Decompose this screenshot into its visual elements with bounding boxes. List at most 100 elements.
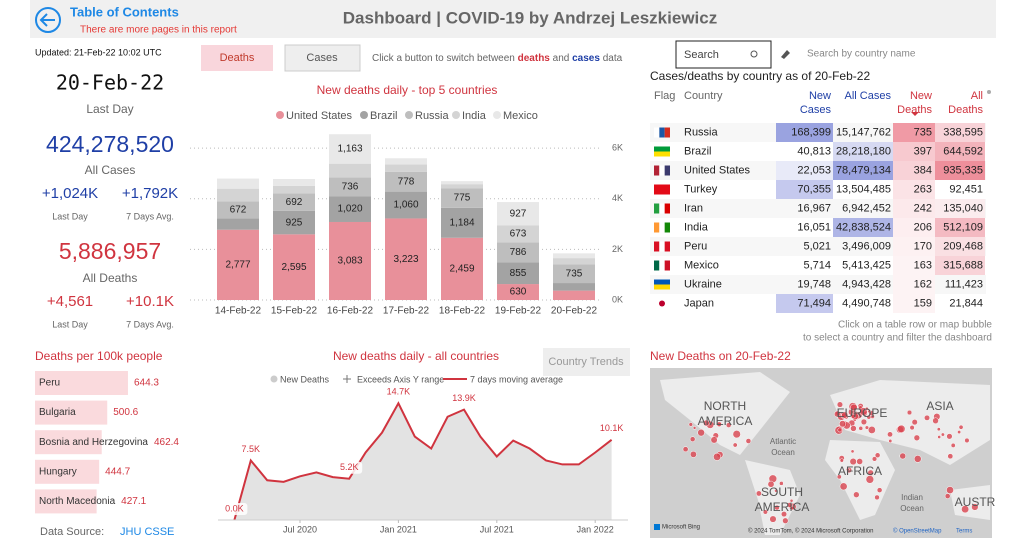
hint-text: data bbox=[600, 53, 623, 64]
hint-text: Click a button to switch between bbox=[372, 53, 518, 64]
flag bbox=[654, 284, 670, 290]
back-icon[interactable] bbox=[35, 7, 61, 33]
search-icon[interactable] bbox=[750, 50, 758, 58]
search-input[interactable] bbox=[675, 40, 772, 69]
table-row[interactable]: Peru 5,021 3,496,009 170 209,468 bbox=[650, 237, 986, 256]
flag bbox=[664, 165, 670, 176]
map-bubble bbox=[961, 505, 970, 514]
map-bubble bbox=[839, 482, 848, 491]
table-cell: 315,688 bbox=[943, 259, 983, 271]
table-cell: 4,943,428 bbox=[842, 278, 891, 290]
bar-segment bbox=[385, 171, 427, 192]
bar-segment bbox=[273, 179, 315, 186]
map-bubble bbox=[950, 442, 956, 448]
map-bubble bbox=[850, 403, 858, 412]
toc-title[interactable]: Table of Contents bbox=[70, 4, 179, 19]
map[interactable]: Microsoft Bing © 2024 TomTom, © 2024 Micr… bbox=[650, 368, 992, 538]
country-trends-button[interactable]: Country Trends bbox=[543, 348, 630, 376]
bar-segment bbox=[553, 283, 595, 291]
updated: Updated: 21-Feb-22 10:02 UTC bbox=[35, 47, 162, 57]
legend-label: Russia bbox=[415, 110, 450, 122]
data-label: 692 bbox=[286, 197, 303, 208]
kpi-caption: All Cases bbox=[85, 163, 136, 177]
label-bg bbox=[598, 422, 625, 435]
table-cell: 209,468 bbox=[943, 240, 983, 252]
legend-label: Exceeds Axis Y range bbox=[357, 374, 444, 384]
search-placeholder[interactable]: Search bbox=[684, 49, 719, 61]
toc-button[interactable]: Table of Contents bbox=[35, 4, 179, 33]
search-hint: Search by country name bbox=[807, 49, 916, 60]
table-row[interactable]: Turkey 70,355 13,504,485 263 92,451 bbox=[650, 180, 986, 199]
map-bubble bbox=[946, 433, 953, 440]
map-bubble bbox=[924, 414, 930, 421]
cell-heat bbox=[776, 161, 833, 180]
map-land bbox=[830, 380, 990, 465]
column-header: New bbox=[809, 90, 831, 102]
map-terms: Terms bbox=[956, 529, 972, 535]
button-bg[interactable] bbox=[201, 45, 273, 71]
legend-label: India bbox=[462, 110, 487, 122]
button-bg[interactable] bbox=[543, 348, 630, 376]
table-row[interactable]: Iran 16,967 6,942,452 242 135,040 bbox=[650, 199, 986, 218]
map-label: EUROPE bbox=[837, 406, 888, 420]
button-label[interactable]: Country Trends bbox=[548, 356, 624, 368]
map-bubble bbox=[876, 487, 883, 493]
cell-heat bbox=[893, 294, 935, 313]
map-bubble bbox=[841, 411, 849, 419]
map-title: New Deaths on 20-Feb-22 bbox=[650, 349, 791, 363]
flag bbox=[654, 241, 660, 252]
data-label: 3,223 bbox=[393, 254, 418, 265]
table-row[interactable]: Brazil 40,813 28,218,180 397 644,592 bbox=[650, 142, 986, 161]
sort-icon bbox=[911, 112, 919, 116]
map-bubble bbox=[836, 474, 842, 480]
button-label[interactable]: Deaths bbox=[220, 52, 255, 64]
map-bubble bbox=[836, 401, 844, 408]
table-note: to select a country and filter the dashb… bbox=[803, 333, 992, 344]
data-label: 630 bbox=[510, 287, 527, 298]
value-label: 500.6 bbox=[113, 407, 138, 418]
eraser-icon[interactable] bbox=[781, 50, 790, 59]
data-label: 3,083 bbox=[337, 256, 362, 267]
chart-title: New deaths daily - all countries bbox=[333, 349, 499, 363]
table-cell: Mexico bbox=[684, 259, 719, 271]
y-tick-label: 0K bbox=[612, 294, 623, 304]
button-bg[interactable] bbox=[284, 44, 361, 72]
bar-segment bbox=[497, 262, 539, 285]
flag bbox=[659, 241, 665, 252]
table-cell: 16,967 bbox=[797, 202, 831, 214]
table-row[interactable]: Mexico 5,714 5,413,425 163 315,688 bbox=[650, 256, 986, 275]
map-label: Atlantic bbox=[770, 437, 796, 446]
map-bubble bbox=[864, 425, 870, 430]
data-label: 927 bbox=[510, 208, 527, 219]
legend-marker bbox=[452, 111, 460, 119]
back-arrow[interactable] bbox=[39, 13, 55, 27]
cell-heat bbox=[776, 180, 833, 199]
table-row[interactable]: Japan 71,494 4,490,748 159 21,844 bbox=[650, 294, 986, 313]
table-row[interactable]: India 16,051 42,838,524 206 512,109 bbox=[650, 218, 986, 237]
map-bubble bbox=[767, 480, 775, 488]
map-bubble bbox=[947, 453, 954, 460]
table-row[interactable]: Ukraine 19,748 4,943,428 162 111,423 bbox=[650, 275, 986, 294]
legend-label: Mexico bbox=[503, 110, 538, 122]
map-bubble bbox=[936, 427, 941, 432]
table-row[interactable]: Russia 168,399 15,147,762 735 338,595 bbox=[650, 123, 986, 142]
x-tick-label: 18-Feb-22 bbox=[439, 306, 486, 317]
deaths-button[interactable]: Deaths bbox=[201, 45, 273, 71]
cases-button[interactable]: Cases bbox=[284, 44, 361, 72]
map-bubble bbox=[845, 467, 850, 472]
flag bbox=[659, 300, 665, 307]
map-bubble bbox=[867, 409, 872, 414]
data-label: 1,163 bbox=[337, 144, 362, 155]
button-label[interactable]: Cases bbox=[306, 52, 338, 64]
flag bbox=[659, 165, 665, 176]
map-bubble bbox=[853, 491, 860, 498]
table-row[interactable]: United States 22,053 78,479,134 384 935,335 bbox=[650, 161, 986, 180]
map-bubble bbox=[913, 434, 921, 441]
cell-heat bbox=[833, 142, 893, 161]
search-box[interactable]: Search bbox=[675, 40, 772, 69]
column-header: Deaths bbox=[948, 104, 983, 116]
source-link[interactable]: JHU CSSE bbox=[120, 526, 174, 538]
map-label: SOUTH bbox=[761, 485, 803, 499]
y-tick-label: 6K bbox=[612, 143, 623, 153]
